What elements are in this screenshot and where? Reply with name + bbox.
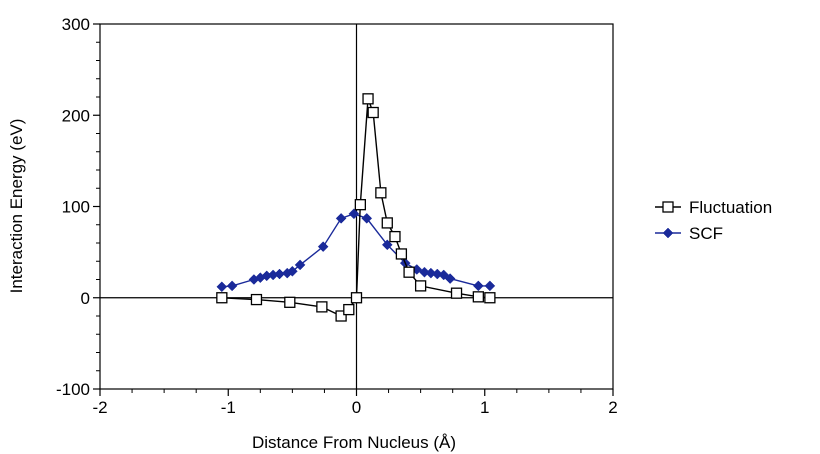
fluctuation-point: [335, 310, 347, 322]
fluctuation-point: [216, 292, 228, 304]
scf-point: [348, 208, 360, 220]
x-tick-label: 2: [608, 398, 617, 417]
x-tick-label: 0: [352, 398, 361, 417]
scf-point: [419, 266, 430, 278]
legend: Fluctuation SCF: [655, 198, 772, 243]
legend-scf-label: SCF: [689, 224, 723, 243]
y-tick-label: 0: [81, 289, 90, 308]
fluctuation-point: [284, 296, 296, 308]
fluctuation-point: [450, 287, 463, 299]
scf-point: [361, 213, 373, 224]
y-axis-title: Interaction Energy (eV): [7, 119, 26, 294]
y-tick-label: 100: [62, 198, 90, 217]
x-tick-label: -1: [221, 398, 236, 417]
fluctuation-point-legend: [662, 201, 674, 213]
scf-point: [444, 273, 456, 284]
fluctuation-point: [381, 217, 393, 229]
y-tick-label: 200: [62, 106, 90, 125]
fluctuation-point: [316, 301, 328, 313]
legend-fluctuation-label: Fluctuation: [689, 198, 772, 217]
y-axis: -100 0 100 200 300: [56, 15, 100, 399]
fluctuation-point: [350, 292, 363, 304]
fluctuation-point: [395, 248, 408, 260]
scf-point: [287, 265, 298, 277]
series-layer: [216, 93, 496, 322]
fluctuation-point: [403, 266, 415, 278]
scf-point: [381, 239, 393, 251]
x-tick-label: 1: [480, 398, 489, 417]
fluctuation-point: [414, 280, 427, 292]
scf-series: [216, 208, 496, 293]
fluctuation-point: [484, 292, 496, 304]
fluctuation-point: [354, 199, 366, 211]
scf-point: [484, 280, 496, 292]
fluctuation-series: [216, 93, 496, 322]
fluctuation-point: [362, 93, 374, 105]
scf-point: [335, 213, 347, 224]
fluctuation-point: [389, 230, 401, 243]
legend-scf: SCF: [655, 224, 723, 243]
scf-point-legend: [662, 227, 674, 239]
y-tick-label: -100: [56, 380, 90, 399]
fluctuation-point: [472, 291, 484, 303]
y-tick-label: 300: [62, 15, 90, 34]
legend-fluctuation: Fluctuation: [655, 198, 772, 217]
x-axis-title: Distance From Nucleus (Å): [252, 433, 456, 452]
fluctuation-point: [343, 303, 355, 316]
scf-point: [294, 259, 306, 271]
x-axis: -2 -1 0 1 2: [92, 389, 618, 417]
scf-point: [216, 281, 228, 293]
scf-point: [431, 268, 443, 280]
scf-point: [472, 280, 484, 292]
fluctuation-point: [367, 106, 379, 119]
scf-point: [317, 241, 329, 253]
fluctuation-point: [375, 187, 387, 199]
x-tick-label: -2: [92, 398, 107, 417]
fluctuation-point: [250, 293, 263, 306]
scf-point: [226, 280, 238, 292]
scf-point: [425, 267, 437, 279]
